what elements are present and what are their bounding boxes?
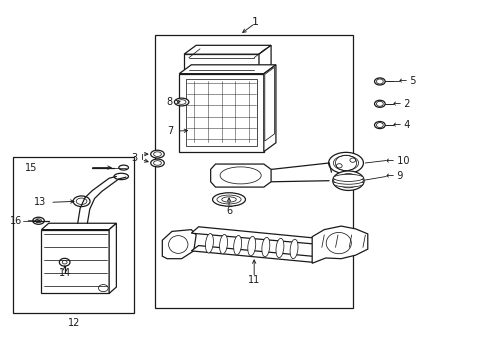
Polygon shape	[186, 79, 256, 146]
Text: 8: 8	[166, 97, 173, 107]
Ellipse shape	[119, 165, 128, 170]
Ellipse shape	[168, 236, 187, 253]
Ellipse shape	[205, 234, 213, 253]
Ellipse shape	[332, 171, 364, 190]
Ellipse shape	[212, 193, 245, 206]
Text: 7: 7	[166, 126, 173, 136]
Bar	[155, 35, 352, 307]
Polygon shape	[179, 74, 264, 152]
Polygon shape	[259, 45, 270, 74]
Text: 16: 16	[10, 216, 22, 226]
Polygon shape	[191, 246, 319, 262]
Text: ← 5: ← 5	[398, 76, 416, 86]
Ellipse shape	[336, 174, 359, 188]
Text: ← 4: ← 4	[393, 120, 410, 130]
Ellipse shape	[374, 122, 385, 129]
Ellipse shape	[233, 235, 241, 255]
Ellipse shape	[219, 234, 227, 254]
Text: ← 10: ← 10	[386, 156, 409, 166]
Text: 15: 15	[25, 163, 38, 172]
Ellipse shape	[289, 239, 297, 259]
Ellipse shape	[333, 177, 363, 184]
Ellipse shape	[73, 196, 90, 207]
Polygon shape	[311, 226, 367, 263]
Text: 1: 1	[251, 17, 258, 27]
Text: 12: 12	[67, 318, 80, 328]
Ellipse shape	[114, 173, 128, 180]
Polygon shape	[264, 65, 275, 152]
Ellipse shape	[217, 195, 241, 204]
Text: 13: 13	[34, 197, 46, 207]
Text: 6: 6	[225, 206, 232, 216]
Ellipse shape	[325, 233, 350, 254]
Text: 3: 3	[131, 153, 137, 163]
Polygon shape	[264, 67, 274, 141]
Polygon shape	[210, 164, 270, 187]
Polygon shape	[183, 45, 270, 54]
Polygon shape	[41, 230, 109, 293]
Ellipse shape	[374, 100, 385, 107]
Ellipse shape	[150, 150, 164, 158]
Ellipse shape	[174, 98, 188, 106]
Text: ← 2: ← 2	[393, 99, 410, 109]
Ellipse shape	[150, 159, 164, 167]
Text: ← 9: ← 9	[386, 171, 403, 181]
Ellipse shape	[333, 180, 363, 187]
Polygon shape	[179, 65, 275, 74]
Ellipse shape	[262, 237, 269, 257]
Polygon shape	[109, 223, 116, 293]
Text: 11: 11	[247, 275, 260, 285]
Polygon shape	[162, 230, 196, 259]
Ellipse shape	[374, 78, 385, 85]
Ellipse shape	[333, 174, 363, 181]
Bar	[13, 157, 134, 313]
Ellipse shape	[33, 217, 44, 224]
Ellipse shape	[328, 152, 363, 174]
Ellipse shape	[275, 238, 284, 258]
Ellipse shape	[247, 237, 255, 256]
Polygon shape	[41, 223, 116, 230]
Text: 14: 14	[59, 268, 71, 278]
Ellipse shape	[333, 156, 358, 170]
Polygon shape	[183, 54, 259, 74]
Polygon shape	[191, 227, 319, 244]
